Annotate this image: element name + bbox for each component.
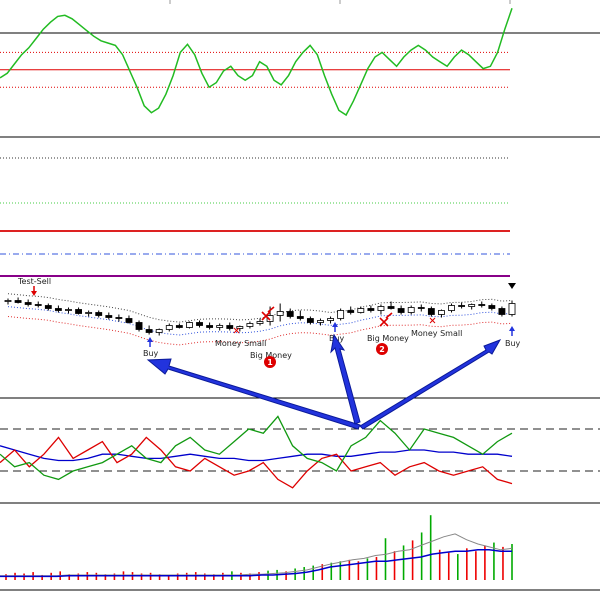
buy-label-1: Buy	[143, 349, 159, 358]
candle-body	[34, 304, 42, 306]
dmi-green-line	[0, 415, 513, 481]
candle-body	[266, 315, 274, 322]
candle-body	[448, 305, 455, 311]
candle-body	[135, 322, 143, 330]
candle-body	[438, 310, 445, 315]
volume-average-line	[0, 549, 512, 578]
candle-body	[306, 318, 314, 323]
buy-arrowhead-2	[332, 322, 338, 327]
money-small-cross-2	[429, 317, 436, 324]
candle-body	[407, 307, 415, 313]
candle-body	[488, 305, 496, 309]
oscillator-panel	[0, 8, 513, 117]
big-money-label-2: Big Money	[367, 334, 409, 343]
annotation-arrows	[146, 333, 502, 430]
candle-body	[286, 311, 294, 317]
oscillator-line	[0, 8, 513, 117]
candle-body	[236, 326, 244, 329]
volume-fast-average	[0, 533, 513, 577]
candle-body	[165, 325, 173, 330]
candle-body	[417, 307, 425, 309]
price-outer-band	[7, 316, 513, 346]
candle-body	[327, 318, 334, 321]
candle-body	[65, 309, 72, 311]
money-small-label-2: Money Small	[411, 329, 462, 338]
candle-body	[155, 329, 163, 333]
candle-body	[357, 308, 365, 313]
annotation-arrow-right	[359, 339, 502, 430]
last-bar-marker	[508, 283, 516, 289]
marker-2-circle	[376, 343, 388, 355]
candle-body	[246, 323, 254, 327]
candle-body	[397, 308, 405, 313]
buy-arrowhead-1	[147, 337, 153, 342]
annotation-arrow-left	[146, 358, 361, 430]
candle-body	[427, 308, 435, 315]
volume-panel	[0, 515, 513, 580]
price-lower-band	[7, 306, 513, 336]
money-small-label-1: Money Small	[215, 339, 266, 348]
test-sell-label: Test-Sell	[17, 277, 51, 286]
money-small-cross-1	[233, 327, 240, 334]
big-money-cross-1	[261, 306, 275, 321]
candle-body	[337, 310, 345, 319]
candle-body	[478, 304, 486, 306]
candle-body	[95, 312, 103, 316]
big-money-label-1: Big Money	[250, 351, 292, 360]
marker-2-label: 2	[379, 345, 385, 354]
candle-body	[115, 317, 123, 319]
test-sell-arrowhead	[31, 291, 37, 296]
annotation-arrow-middle	[330, 333, 361, 425]
candle-body	[317, 320, 324, 323]
candle-body	[145, 329, 153, 333]
candle-body	[276, 311, 284, 316]
big-money-cross-2	[379, 312, 393, 327]
candle-body	[85, 312, 93, 314]
candle-body	[216, 325, 224, 328]
candle-body	[196, 322, 203, 326]
candle-body	[24, 302, 32, 305]
candle-body	[125, 318, 133, 323]
candle-body	[347, 310, 355, 313]
candle-body	[54, 308, 62, 311]
price-upper-band	[7, 293, 513, 323]
candle-body	[14, 300, 22, 303]
candle-body	[226, 325, 234, 329]
candle-body	[458, 305, 466, 307]
candle-body	[4, 300, 12, 302]
candle-body	[206, 325, 214, 328]
candle-body	[296, 316, 304, 319]
candle-body	[367, 308, 375, 311]
candle-body	[105, 315, 113, 318]
price-panel	[4, 293, 516, 346]
marker-1-label: 1	[267, 358, 273, 367]
signals-layer: Test-Sell Buy Buy Buy Money Small Money …	[17, 277, 521, 368]
dmi-blue-line	[0, 445, 513, 462]
marker-1-circle	[264, 356, 276, 368]
buy-arrowhead-3	[509, 326, 515, 331]
candle-body	[377, 306, 385, 311]
candle-body	[387, 306, 395, 309]
candle-body	[498, 308, 506, 315]
candle-body	[508, 303, 516, 315]
candle-body	[256, 321, 264, 324]
candle-body	[44, 305, 52, 309]
candle-body	[186, 322, 193, 328]
candle-body	[75, 309, 82, 314]
candle-body	[468, 304, 476, 307]
dmi-red-line	[0, 436, 513, 489]
dmi-panel	[0, 415, 600, 489]
buy-label-3: Buy	[505, 339, 521, 348]
levels-panel	[0, 157, 510, 277]
candle-body	[175, 325, 183, 328]
